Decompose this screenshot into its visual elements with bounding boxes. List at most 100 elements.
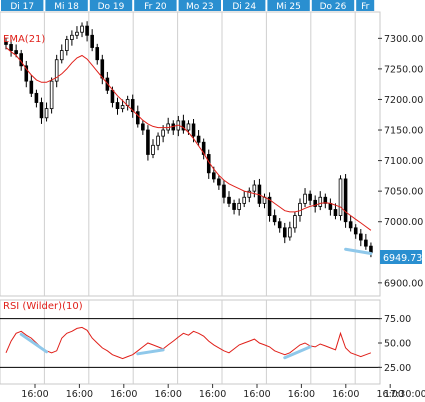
x-tick-label: 16:00: [21, 389, 48, 400]
rsi-trend-marker: [283, 345, 312, 360]
x-tick-label: 16:00: [155, 389, 182, 400]
rsi-tick-label: 50.00: [384, 339, 411, 350]
candle-body: [288, 227, 292, 238]
candle-body: [59, 50, 64, 61]
candle-body: [298, 202, 302, 216]
candle-body: [303, 193, 307, 204]
candle-body: [39, 102, 44, 119]
price-tick-label: 7200.00: [384, 95, 423, 106]
candle-body: [212, 172, 216, 180]
grid-lines: [43, 12, 356, 384]
candle-body: [328, 202, 333, 210]
price-tick-label: 7250.00: [384, 64, 423, 75]
candle-body: [146, 129, 150, 155]
rsi-tick-label: 75.00: [384, 314, 411, 325]
candle-body: [75, 31, 79, 36]
candle-body: [141, 123, 145, 131]
x-tick-label: 16:00: [332, 389, 359, 400]
candle-body: [237, 202, 241, 210]
day-tab: [178, 0, 221, 11]
price-tick-label: 7150.00: [384, 126, 423, 137]
candle-body: [338, 178, 343, 216]
candle-body: [318, 196, 323, 207]
candle-body: [201, 141, 206, 155]
candle-body: [353, 227, 358, 235]
candle-body: [151, 144, 155, 155]
day-tab-label: Do 26: [320, 2, 347, 12]
candle-body: [110, 89, 115, 103]
price-tick-label: 7050.00: [384, 187, 423, 198]
candle-body: [49, 80, 54, 110]
candle-body: [29, 80, 34, 94]
day-tab: [89, 0, 133, 11]
candle-body: [282, 227, 287, 238]
candle-body: [135, 111, 140, 125]
day-tab: [1, 0, 44, 11]
candle-body: [364, 239, 368, 247]
candle-body: [196, 135, 201, 143]
candle-body: [85, 25, 89, 36]
x-tick-label: 16:00: [377, 389, 404, 400]
rsi-series: [5, 326, 372, 360]
rsi-trend-marker: [136, 348, 165, 356]
candle-body: [156, 135, 160, 146]
day-tabs: Di 17 Mi 18 Do 19 Fr 20 Mo 23 Di 24 Mi 25 Do 26…: [1, 0, 375, 12]
candle-body: [191, 123, 196, 137]
price-tick-label: 7100.00: [384, 156, 423, 167]
day-tab-label: Di 24: [232, 2, 256, 12]
ema-series: [5, 47, 372, 231]
last-price-tag: [380, 250, 422, 264]
candle-body: [308, 193, 312, 201]
candle-body: [115, 102, 120, 110]
price-trend-marker: [344, 247, 373, 255]
candle-body: [272, 215, 277, 223]
price-axis: 7300.00 7250.00 7200.00 7150.00 7100.00 7050.…: [378, 34, 423, 289]
candle-body: [9, 44, 13, 51]
day-tab-label: Mo 23: [186, 2, 214, 12]
day-tab: [134, 0, 177, 11]
candle-body: [348, 221, 353, 229]
candle-body: [227, 196, 231, 204]
candle-body: [161, 129, 165, 137]
rsi-plot-area: [0, 299, 381, 385]
rsi-axis: 75.00 50.00 25.00: [0, 314, 411, 374]
candle-body: [24, 65, 29, 82]
x-tick-label: 16:00: [199, 389, 226, 400]
candle-body: [4, 41, 8, 45]
candle-body: [313, 199, 317, 207]
last-price-label: 6949.73: [383, 253, 422, 264]
day-tab: [356, 0, 375, 11]
day-tab-label: Fr 20: [144, 2, 167, 12]
candle-body: [217, 178, 221, 186]
price-tick-label: 7300.00: [384, 34, 423, 45]
candle-body: [181, 120, 186, 131]
candle-body: [95, 47, 100, 61]
x-tick-label: 16:00: [110, 389, 137, 400]
candle-body: [100, 59, 105, 79]
day-tab-label: Mi 18: [54, 2, 79, 12]
ema-label: EMA(21): [3, 34, 45, 45]
rsi-label: RSI (Wilder)(10): [3, 301, 83, 312]
candle-body: [232, 202, 236, 210]
price-tick-label: 6900.00: [384, 278, 423, 289]
x-tick-label: 16:00: [243, 389, 270, 400]
candle-body: [90, 34, 94, 48]
day-tab-label: Do 19: [98, 2, 125, 12]
candle-body: [267, 196, 272, 216]
candle-body: [14, 50, 18, 55]
candle-body: [80, 25, 84, 33]
candle-body: [70, 34, 74, 40]
candle-body: [222, 184, 226, 198]
x-tick-label: 17:30:00: [384, 389, 425, 400]
candle-body: [252, 184, 257, 192]
candle-body: [65, 39, 69, 51]
day-tab-label: Di 17: [10, 2, 34, 12]
candle-body: [44, 108, 49, 119]
rsi-tick-label: 25.00: [384, 363, 411, 374]
candle-body: [343, 178, 348, 223]
candle-body: [359, 233, 363, 241]
main-plot-area: [0, 11, 381, 297]
